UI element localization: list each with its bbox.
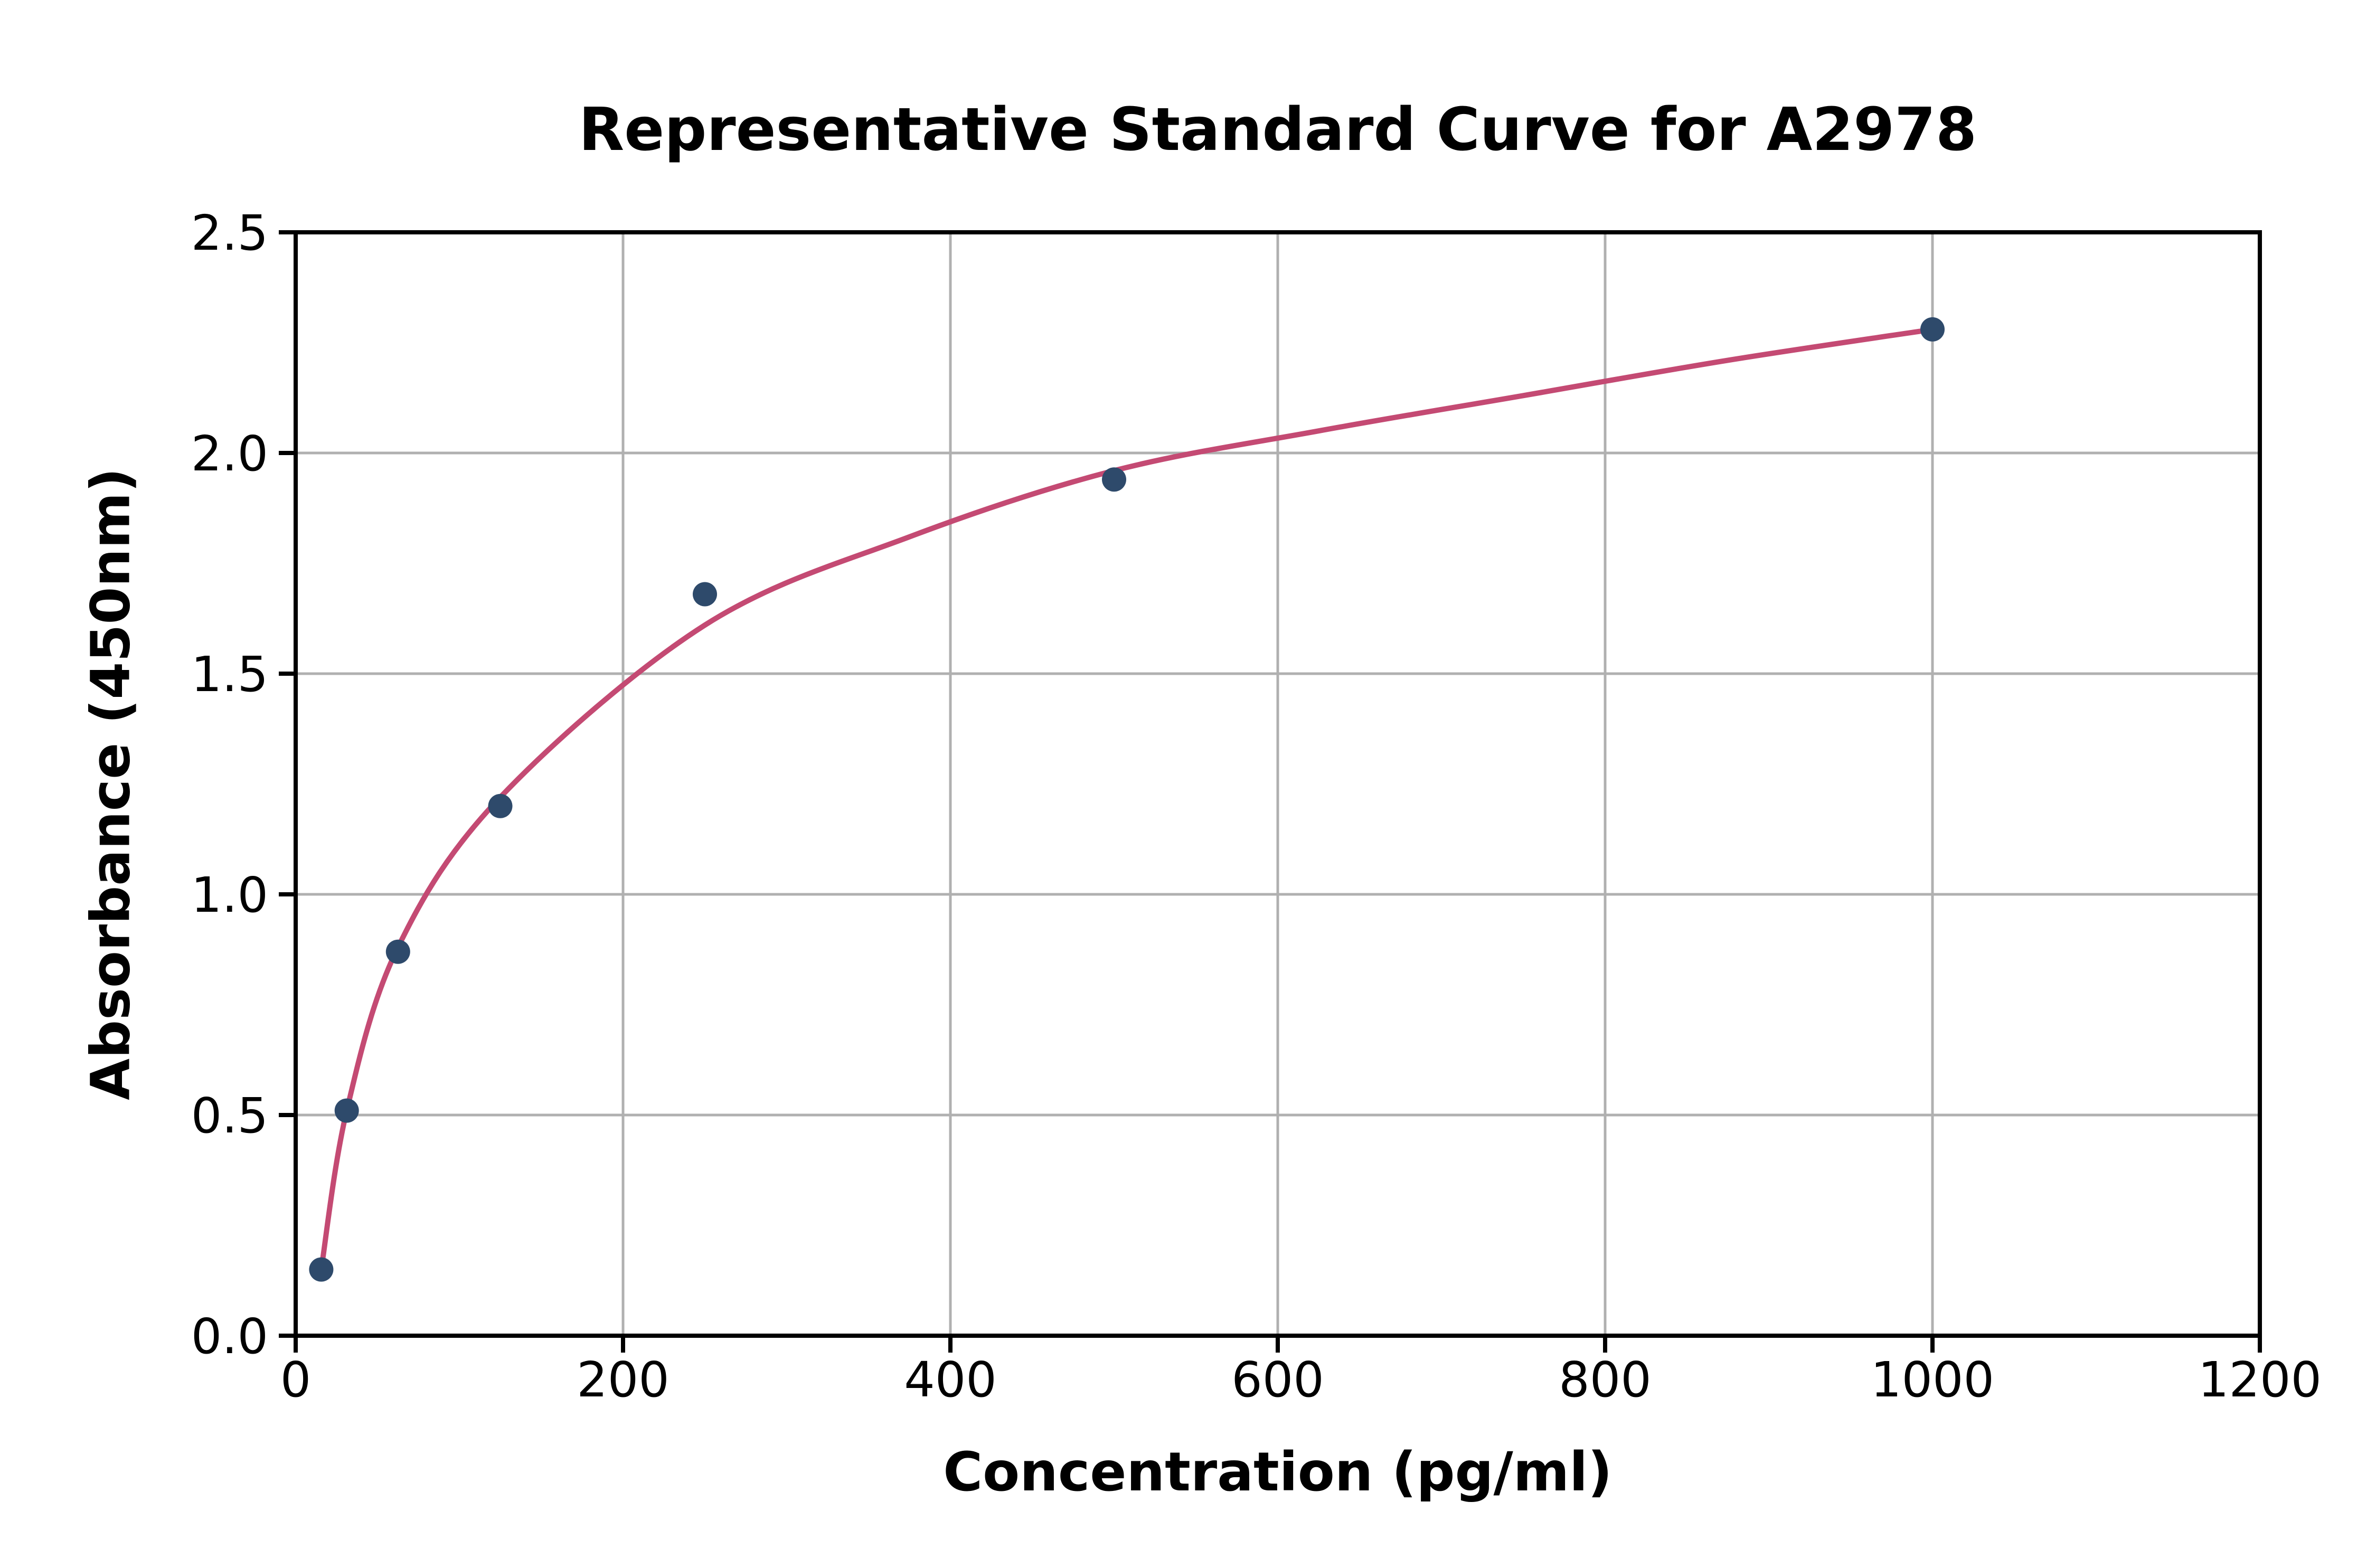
data-point (488, 794, 513, 818)
data-point (693, 582, 717, 607)
y-tick-label: 0.0 (191, 1308, 268, 1365)
x-tick-label: 0 (280, 1352, 312, 1408)
x-tick-label: 600 (1231, 1352, 1324, 1408)
plot-frame (294, 230, 2262, 1338)
data-point (309, 1257, 334, 1282)
x-tick-label: 800 (1559, 1352, 1652, 1408)
data-point (385, 939, 410, 964)
x-tick-label: 1000 (1871, 1352, 1994, 1408)
x-tick-label: 1200 (2198, 1352, 2322, 1408)
y-tick-label: 1.0 (191, 867, 268, 923)
y-tick-label: 2.0 (191, 426, 268, 482)
x-tick-label: 200 (577, 1352, 670, 1408)
data-point (1102, 467, 1126, 492)
data-point (334, 1098, 359, 1123)
x-tick-label: 400 (904, 1352, 997, 1408)
y-tick-label: 2.5 (191, 205, 268, 261)
data-point (1920, 317, 1945, 342)
y-tick-label: 0.5 (191, 1088, 268, 1144)
y-tick-label: 1.5 (191, 646, 268, 703)
chart-title: Representative Standard Curve for A2978 (578, 96, 1977, 164)
x-axis-label: Concentration (pg/ml) (943, 1441, 1613, 1504)
fit-curve (318, 326, 1935, 1272)
